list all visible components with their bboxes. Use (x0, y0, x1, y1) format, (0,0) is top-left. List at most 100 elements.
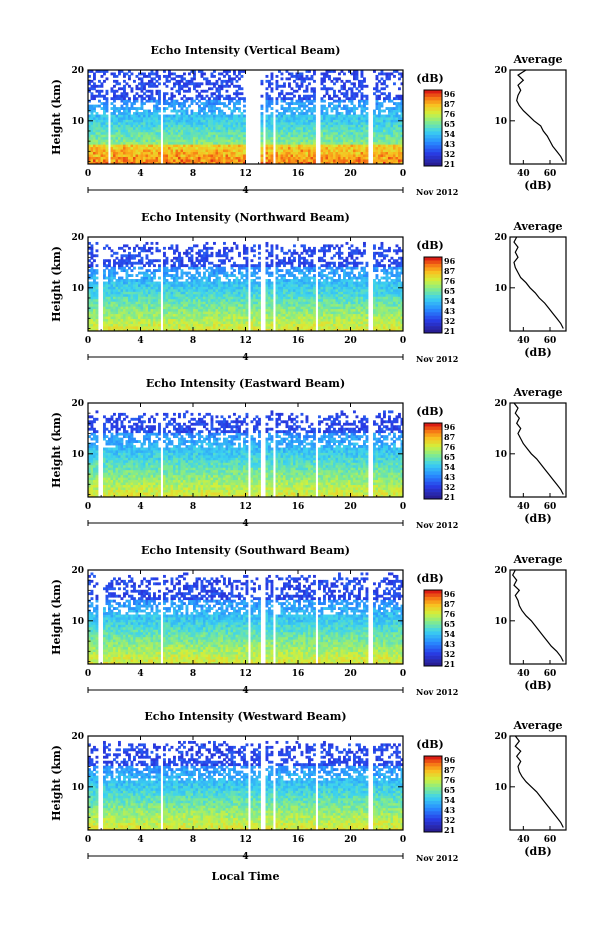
heatmap-cell (138, 298, 141, 302)
heatmap-cell (140, 276, 144, 280)
heatmap-cell (203, 129, 206, 133)
heatmap-cell (188, 97, 191, 101)
heatmap-cell (233, 269, 236, 273)
heatmap-cell (375, 104, 379, 108)
heatmap-cell (125, 121, 129, 125)
heatmap-cell (230, 119, 234, 123)
heatmap-cell (230, 313, 234, 317)
heatmap-cell (218, 264, 221, 268)
heatmap-cell (118, 94, 121, 98)
heatmap-cell (310, 156, 314, 160)
heatmap-cell (190, 296, 194, 300)
heatmap-cell (105, 124, 109, 128)
heatmap-cell (158, 94, 161, 98)
heatmap-cell (170, 298, 174, 302)
heatmap-cell (140, 298, 144, 302)
heatmap-cell (233, 303, 236, 307)
heatmap-cell (265, 136, 269, 140)
heatmap-cell (153, 161, 156, 165)
heatmap-cell (158, 286, 161, 290)
heatmap-cell (158, 291, 161, 295)
heatmap-cell (275, 114, 279, 118)
heatmap-cell (178, 298, 181, 302)
heatmap-cell (200, 288, 204, 292)
heatmap-cell (168, 301, 171, 305)
heatmap-cell (215, 126, 219, 130)
heatmap-cell (200, 134, 204, 138)
heatmap-cell (298, 102, 301, 106)
heatmap-cell (180, 328, 184, 332)
heatmap-cell (200, 144, 204, 148)
heatmap-cell (90, 144, 94, 148)
heatmap-cell (183, 159, 186, 162)
heatmap-cell (343, 124, 346, 128)
heatmap-cell (93, 271, 96, 275)
heatmap-cell (310, 134, 314, 138)
heatmap-cell (395, 149, 399, 153)
heatmap-cell (100, 149, 104, 153)
heatmap-cell (373, 124, 376, 128)
heatmap-cell (133, 286, 136, 290)
heatmap-cell (280, 117, 284, 120)
heatmap-cell (365, 161, 369, 165)
heatmap-cell (280, 114, 284, 118)
heatmap-cell (355, 131, 359, 135)
heatmap-cell (155, 149, 159, 153)
heatmap-cell (163, 117, 166, 120)
heatmap-cell (283, 154, 286, 157)
heatmap-cell (190, 284, 194, 287)
heatmap-cell (353, 109, 356, 113)
heatmap-cell (150, 144, 154, 148)
heatmap-cell (90, 276, 94, 280)
colorbar-segment (424, 159, 442, 163)
heatmap-cell (175, 298, 179, 302)
heatmap-cell (310, 87, 314, 91)
heatmap-cell (298, 134, 301, 138)
heatmap-cell (183, 298, 186, 302)
heatmap-cell (93, 269, 96, 273)
heatmap-cell (153, 288, 156, 292)
heatmap-cell (163, 318, 166, 322)
heatmap-cell (105, 286, 109, 290)
heatmap-cell (380, 109, 384, 113)
heatmap-cell (153, 259, 156, 263)
heatmap-cell (145, 311, 149, 315)
heatmap-cell (103, 102, 106, 106)
heatmap-cell (218, 266, 221, 270)
heatmap-cell (95, 264, 99, 268)
heatmap-cell (345, 159, 349, 162)
heatmap-cell (238, 313, 241, 317)
heatmap-cell (135, 316, 139, 320)
heatmap-cell (193, 316, 196, 320)
heatmap-cell (100, 134, 104, 138)
heatmap-cell (223, 249, 226, 253)
heatmap-cell (203, 301, 206, 305)
heatmap-cell (140, 256, 144, 260)
heatmap-cell (345, 141, 349, 145)
heatmap-cell (340, 92, 344, 96)
heatmap-cell (205, 119, 209, 123)
heatmap-cell (265, 144, 269, 148)
heatmap-cell (398, 117, 401, 120)
heatmap-cell (325, 151, 329, 155)
heatmap-cell (360, 126, 364, 130)
heatmap-cell (130, 119, 134, 123)
heatmap-cell (313, 154, 316, 157)
heatmap-cell (188, 139, 191, 143)
heatmap-cell (373, 134, 376, 138)
average-xlabel: (dB) (524, 179, 551, 192)
heatmap-cell (308, 126, 311, 130)
heatmap-cell (290, 149, 294, 153)
heatmap-cell (123, 79, 126, 83)
heatmap-cell (390, 121, 394, 125)
heatmap-cell (183, 149, 186, 153)
heatmap-cell (123, 124, 126, 128)
heatmap-cell (323, 77, 326, 81)
heatmap-cell (183, 112, 186, 115)
heatmap-cell (220, 121, 224, 125)
heatmap-cell (110, 274, 114, 277)
heatmap-cell (88, 264, 91, 268)
heatmap-cell (343, 161, 346, 165)
heatmap-cell (183, 141, 186, 145)
heatmap-cell (188, 159, 191, 162)
